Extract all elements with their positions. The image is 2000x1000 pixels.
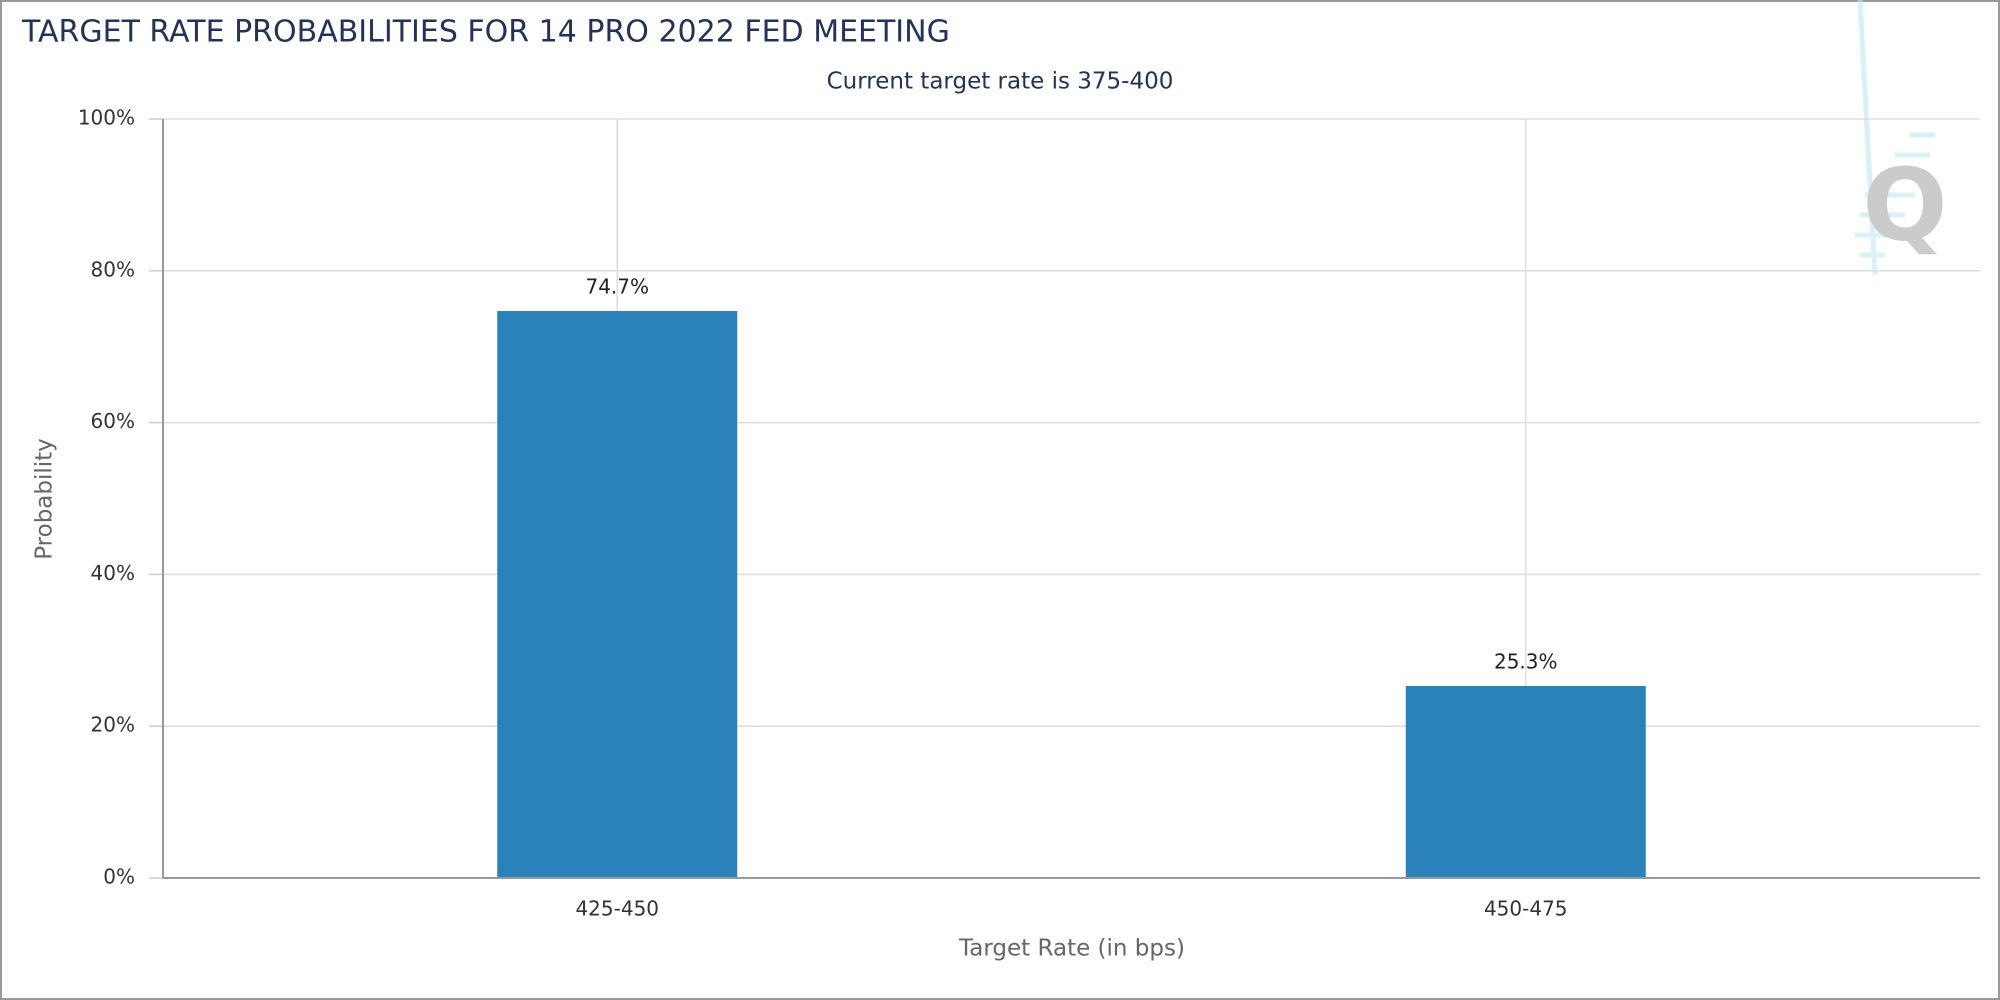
chart-title: TARGET RATE PROBABILITIES FOR 14 PRO 202…: [21, 15, 950, 50]
y-tick-label: 60%: [91, 409, 135, 433]
y-tick-label: 80%: [91, 257, 135, 281]
bar: [497, 311, 738, 879]
y-tick-label: 20%: [91, 713, 135, 737]
y-tick-label: 40%: [91, 561, 135, 585]
svg-text:Q: Q: [1862, 146, 1947, 263]
y-tick-label: 100%: [78, 106, 135, 130]
x-tick-label: 450-475: [1484, 897, 1568, 921]
watermark-logo: Q: [1855, 0, 1948, 276]
chart-subtitle: Current target rate is 375-400: [827, 69, 1174, 95]
y-axis-title: Probability: [32, 438, 58, 560]
bar: [1405, 685, 1646, 878]
y-tick-label: 0%: [103, 865, 135, 889]
data-label: 74.7%: [585, 275, 649, 299]
data-label: 25.3%: [1494, 649, 1558, 673]
x-tick-label: 425-450: [575, 897, 659, 921]
x-axis-title: Target Rate (in bps): [958, 936, 1185, 962]
